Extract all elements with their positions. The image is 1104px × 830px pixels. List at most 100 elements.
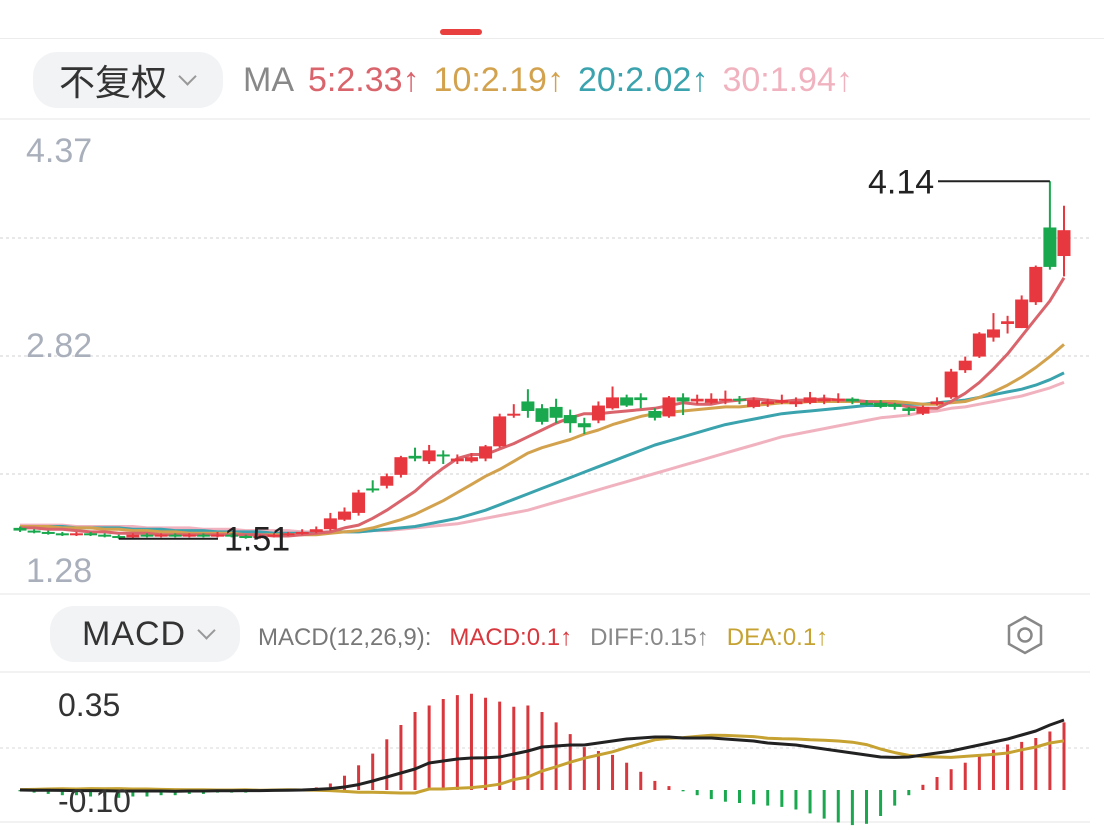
candle [733, 396, 747, 405]
price-adjust-label: 不复权 [59, 62, 168, 103]
candle [182, 533, 196, 538]
candle [309, 526, 323, 534]
candle [972, 332, 986, 358]
candle [775, 394, 789, 405]
candle [394, 455, 408, 478]
candle [521, 389, 535, 418]
candle [902, 406, 916, 416]
candle [55, 531, 69, 537]
candle [196, 533, 210, 538]
candle [281, 531, 295, 537]
diff-line [19, 718, 1065, 793]
ma-legend: MA 5:2.33↑ 10:2.19↑ 20:2.02↑ 30:1.94↑ [243, 58, 867, 102]
candle [747, 397, 761, 409]
price-adjust-dropdown[interactable]: 不复权 [33, 52, 223, 108]
candle [845, 397, 859, 405]
candle [41, 530, 55, 535]
settings-icon[interactable] [1004, 614, 1046, 656]
candle [337, 507, 351, 522]
ma-value-3: 30:1.94↑ [722, 60, 853, 99]
candle [944, 368, 958, 399]
candle [253, 534, 267, 539]
candle [323, 512, 337, 531]
candle [13, 526, 27, 532]
ma30-line [20, 381, 1065, 534]
candle [549, 398, 563, 424]
macd-axis-label: 0.35 [58, 687, 120, 723]
candle [295, 529, 309, 535]
candle [761, 398, 775, 407]
candle [634, 393, 648, 409]
candle [84, 531, 98, 537]
candle [27, 529, 41, 534]
candle [507, 404, 521, 418]
price-axis-label: 4.37 [26, 132, 92, 170]
max-price-label: 4.14 [868, 163, 934, 201]
macd-legend: MACD(12,26,9): MACD:0.1↑ DIFF:0.15↑ DEA:0.… [258, 620, 846, 656]
macd-value-2: DEA:0.1↑ [726, 624, 829, 651]
active-tab-indicator [440, 29, 482, 35]
ma20-line [20, 371, 1065, 535]
candle [662, 396, 676, 418]
candle [1057, 205, 1071, 277]
macd-axis-label: -0.10 [58, 783, 131, 819]
candle [225, 533, 239, 538]
candle [267, 533, 281, 538]
candle [606, 386, 620, 410]
candle [718, 390, 732, 405]
candle [366, 480, 380, 493]
ma-value-0: 5:2.33↑ [308, 60, 420, 99]
ma-value-1: 10:2.19↑ [433, 60, 564, 99]
candle [464, 453, 478, 463]
candle [591, 401, 605, 424]
candle [1015, 295, 1029, 329]
candle [450, 454, 464, 464]
candle [803, 391, 817, 405]
macd-value-0: MACD:0.1↑ [449, 624, 573, 651]
candle [1029, 265, 1043, 305]
candle [789, 397, 803, 407]
candle [930, 397, 944, 406]
candle [888, 402, 902, 410]
candle [535, 404, 549, 425]
candle [436, 450, 450, 464]
ma-label: MA [243, 60, 294, 99]
macd-value-1: DIFF:0.15↑ [590, 624, 709, 651]
candle [493, 413, 507, 448]
candle [352, 489, 366, 516]
candle [831, 393, 845, 403]
candle [98, 533, 112, 538]
candle [648, 408, 662, 421]
candle [140, 533, 154, 538]
candle [422, 444, 436, 464]
candle [817, 394, 831, 405]
candle [676, 393, 690, 416]
candle [704, 393, 718, 405]
period-tab-bar [0, 0, 1104, 39]
candle [577, 417, 591, 435]
candle [168, 533, 182, 538]
candle [690, 394, 704, 405]
candle [239, 534, 253, 539]
price-axis-label: 1.28 [26, 552, 92, 590]
ma-value-2: 20:2.02↑ [577, 60, 709, 99]
candle [479, 444, 493, 462]
price-axis-label: 2.82 [26, 327, 92, 365]
candle [916, 405, 930, 416]
candle [859, 400, 873, 406]
candle [211, 531, 225, 538]
candle [958, 356, 972, 373]
candle [69, 531, 83, 537]
candle [986, 313, 1000, 342]
candle [380, 473, 394, 489]
indicator-dropdown[interactable]: MACD [50, 606, 240, 662]
candle [408, 447, 422, 462]
indicator-label: MACD [82, 614, 187, 653]
candle [563, 409, 577, 433]
candle [1043, 181, 1057, 270]
candle [1001, 315, 1015, 334]
candle [620, 394, 634, 407]
macd-params-label: MACD(12,26,9): [258, 624, 432, 651]
candle [874, 400, 888, 409]
